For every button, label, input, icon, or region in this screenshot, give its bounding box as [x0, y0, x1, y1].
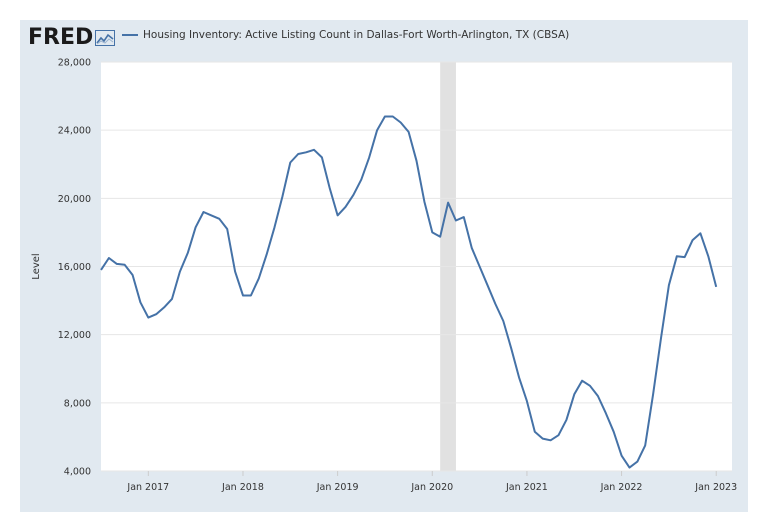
logo-text: FRED: [28, 25, 94, 50]
x-tick-label: Jan 2023: [694, 482, 737, 493]
y-tick-label: 28,000: [58, 58, 91, 69]
y-tick-label: 20,000: [58, 194, 91, 205]
chart-legend: Housing Inventory: Active Listing Count …: [122, 29, 569, 41]
y-tick-label: 4,000: [64, 467, 91, 478]
x-tick-label: Jan 2018: [221, 482, 264, 493]
x-tick-label: Jan 2021: [505, 482, 548, 493]
series-line[interactable]: [100, 115, 718, 469]
legend-label: Housing Inventory: Active Listing Count …: [143, 29, 570, 41]
y-tick-label: 8,000: [64, 398, 91, 409]
y-tick-label: 16,000: [58, 262, 91, 273]
x-tick-label: Jan 2019: [316, 482, 359, 493]
legend-swatch: [122, 34, 138, 36]
chart-line-icon: [95, 29, 116, 46]
x-tick-label: Jan 2020: [410, 482, 453, 493]
y-tick-label: 12,000: [58, 330, 91, 341]
x-tick-label: Jan 2022: [600, 482, 643, 493]
x-tick-label: Jan 2017: [126, 482, 169, 493]
fred-logo[interactable]: FRED: [28, 25, 116, 50]
y-tick-label: 24,000: [58, 126, 91, 137]
chart-header: FRED Housing Inventory: Active Listing C…: [20, 20, 748, 56]
y-axis-title: Level: [31, 253, 42, 279]
